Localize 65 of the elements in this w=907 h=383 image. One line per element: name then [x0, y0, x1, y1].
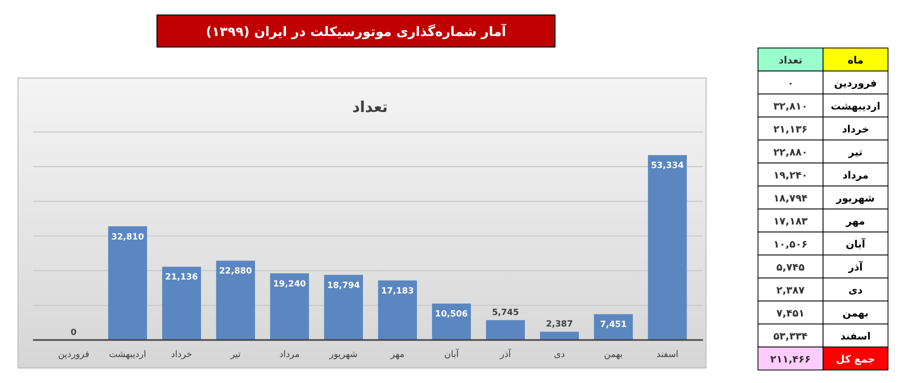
data-label: 18,794 — [327, 280, 360, 291]
text: ۲۱۱,۴۶۶ — [770, 354, 811, 366]
text: اسفند — [840, 332, 871, 342]
text: ۵,۷۴۵ — [776, 262, 805, 274]
text: بهمن — [842, 308, 869, 320]
bar — [270, 273, 309, 340]
x-tick-label: بهمن — [604, 350, 623, 360]
bar — [216, 260, 255, 340]
text: جمع کل — [836, 354, 875, 366]
x-tick-label: آذر — [499, 348, 512, 360]
text: ۲۲,۸۸۰ — [773, 148, 808, 158]
text: ۳۲,۸۱۰ — [773, 102, 808, 112]
x-tick-label: اردیبهشت — [109, 350, 146, 360]
x-tick-label: دی — [554, 350, 565, 360]
text: ۷,۴۵۱ — [776, 308, 805, 320]
data-label: 21,136 — [165, 272, 198, 283]
text: آذر — [847, 260, 864, 274]
text: مهر — [844, 216, 866, 228]
data-label: 53,334 — [650, 161, 684, 172]
text: تعداد — [778, 56, 803, 66]
chart-subtitle: تعداد — [352, 98, 388, 116]
text: ۵۳,۳۳۴ — [773, 332, 808, 342]
bar — [324, 274, 363, 340]
data-label: 19,240 — [273, 279, 306, 290]
text: اردیبهشت — [830, 102, 880, 112]
x-tick-label: شهریور — [328, 350, 358, 360]
bar — [486, 320, 525, 340]
x-tick-label: مرداد — [279, 350, 300, 360]
text: فروردین — [834, 78, 877, 90]
text: ۲,۳۸۷ — [776, 286, 805, 296]
data-label: 2,387 — [546, 320, 573, 330]
chart-title: آمار شماره‌گذاری موتورسیکلت در ایران (۱۳۹۹) — [206, 23, 507, 40]
bar — [108, 226, 148, 340]
bar — [540, 332, 579, 340]
x-tick-label: فروردین — [58, 350, 90, 360]
text: ۱۷,۱۸۳ — [773, 216, 808, 228]
data-label: 5,745 — [492, 308, 519, 318]
bar — [648, 155, 687, 340]
data-label: 7,451 — [600, 320, 627, 330]
data-label: 0 — [70, 328, 77, 338]
data-label: 17,183 — [381, 286, 414, 296]
text: مرداد — [842, 170, 869, 182]
text: دی — [848, 286, 863, 296]
x-tick-label: اسفند — [656, 350, 678, 360]
bar — [378, 280, 417, 340]
data-label: 22,880 — [219, 266, 252, 277]
data-label: 10,506 — [435, 310, 468, 320]
text: خرداد — [842, 124, 870, 136]
text: ماه — [848, 56, 864, 66]
text: تیر — [847, 148, 863, 158]
x-tick-label: تیر — [229, 350, 242, 360]
text: آبان — [846, 238, 866, 250]
text: ۲۱,۱۳۶ — [773, 124, 808, 136]
text: ۱۸,۷۹۴ — [773, 194, 808, 204]
text: ۰ — [787, 78, 794, 90]
x-tick-label: مهر — [390, 350, 405, 360]
text: ۱۹,۲۴۰ — [773, 170, 808, 182]
bar — [162, 266, 202, 340]
text: ۱۰,۵۰۶ — [773, 240, 808, 250]
bar — [432, 304, 471, 340]
x-tick-label: آبان — [444, 348, 460, 360]
data-label: 32,810 — [111, 232, 144, 242]
bar — [594, 314, 633, 340]
text: شهریور — [835, 194, 875, 204]
x-tick-label: خرداد — [171, 350, 192, 360]
